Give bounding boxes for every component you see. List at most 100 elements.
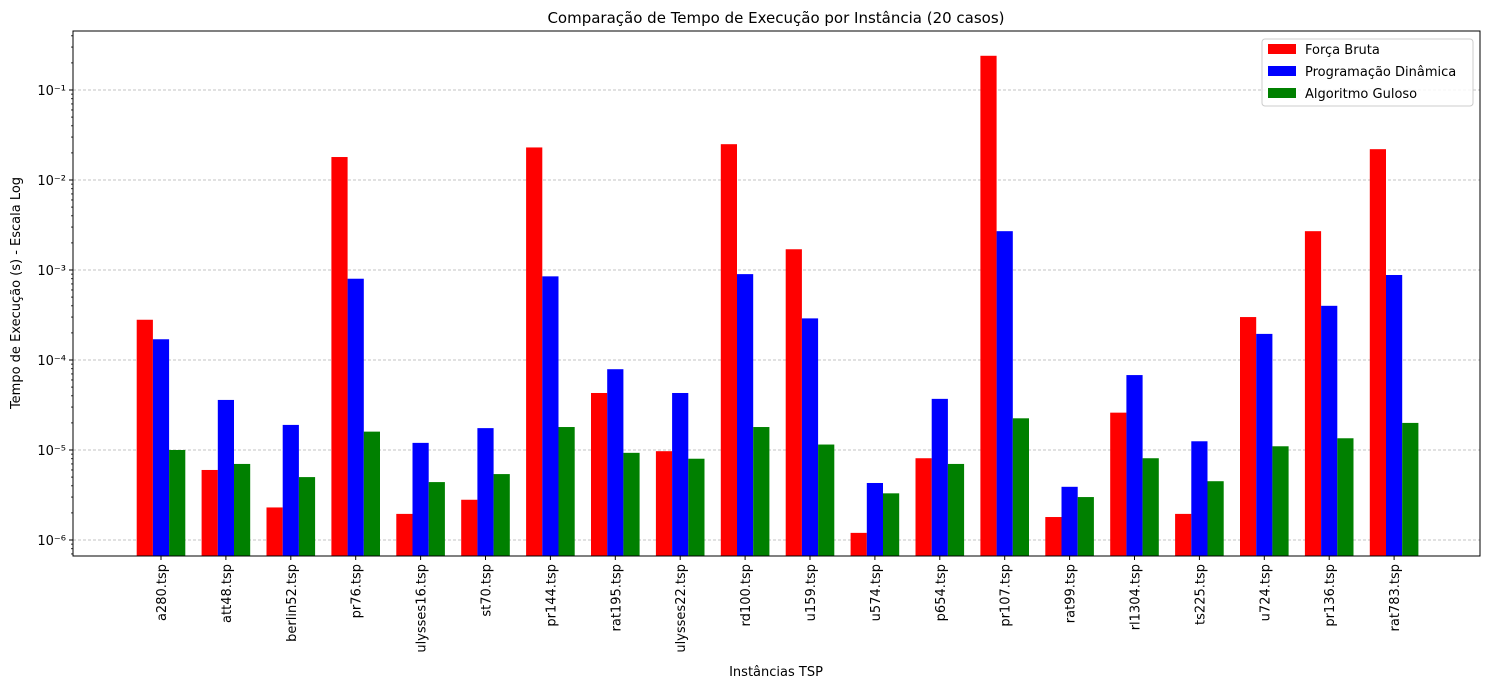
bar	[396, 513, 413, 556]
bar	[1304, 231, 1322, 557]
bar	[363, 431, 380, 556]
y-axis-label: Tempo de Execução (s) - Escala Log	[9, 177, 24, 410]
legend-label: Algoritmo Guloso	[1305, 87, 1417, 102]
bar	[201, 469, 218, 556]
x-tick-label: rat99.tsp	[1064, 564, 1079, 623]
y-tick-label: 10⁻²	[37, 174, 66, 189]
x-tick-label: pr107.tsp	[999, 564, 1014, 627]
bar	[1110, 412, 1127, 556]
bar	[947, 463, 965, 556]
bar	[1126, 375, 1143, 556]
x-tick-label: u574.tsp	[869, 564, 884, 621]
y-tick-label: 10⁻⁵	[37, 444, 66, 459]
bar	[169, 450, 186, 556]
y-tick-label: 10⁻⁴	[37, 354, 66, 369]
bar	[1321, 305, 1338, 556]
bar	[850, 532, 867, 556]
x-tick-label: ulysses16.tsp	[415, 564, 430, 653]
x-tick-label: p654.tsp	[934, 564, 949, 621]
x-tick-label: att48.tsp	[220, 564, 235, 623]
bar	[1402, 422, 1419, 556]
x-tick-label: u159.tsp	[804, 564, 819, 621]
bars	[136, 55, 1419, 557]
bar	[801, 318, 819, 556]
bar	[1337, 438, 1354, 556]
bar	[1386, 274, 1403, 556]
bar	[542, 276, 559, 556]
bar	[688, 458, 705, 556]
bar	[818, 444, 835, 556]
x-tick-label: ts225.tsp	[1193, 564, 1208, 625]
bar	[655, 451, 673, 556]
y-axis: 10⁻⁶ 10⁻⁵ 10⁻⁴ 10⁻³ 10⁻² 10⁻¹	[37, 35, 73, 555]
x-tick-label: rat783.tsp	[1388, 564, 1403, 631]
bar	[737, 274, 754, 556]
x-tick-label: st70.tsp	[480, 564, 495, 617]
bar	[1077, 497, 1094, 556]
bar	[412, 442, 429, 556]
bar	[915, 458, 932, 556]
bar	[526, 147, 543, 556]
plot-frame	[72, 30, 1481, 557]
bar	[1240, 317, 1257, 556]
bar	[672, 392, 689, 556]
bar	[1191, 441, 1208, 556]
bar	[493, 474, 510, 556]
x-tick-label: a280.tsp	[155, 564, 170, 621]
bar	[428, 482, 445, 556]
bar	[1061, 486, 1078, 556]
bar	[980, 55, 997, 557]
bar	[1256, 333, 1273, 556]
x-tick-label: pr136.tsp	[1323, 564, 1338, 627]
x-tick-label: pr76.tsp	[350, 564, 365, 618]
y-tick-label: 10⁻³	[37, 264, 66, 279]
x-axis: a280.tsp att48.tsp berlin52.tsp pr76.tsp uly…	[155, 556, 1403, 653]
y-tick-label: 10⁻¹	[37, 84, 66, 99]
bar	[1175, 513, 1192, 556]
bar	[623, 452, 640, 556]
bar	[607, 369, 624, 556]
bar	[282, 424, 299, 556]
y-tick-label: 10⁻⁶	[37, 534, 66, 549]
bar	[347, 278, 364, 556]
x-tick-label: ulysses22.tsp	[674, 564, 689, 653]
bar	[298, 477, 316, 556]
legend-box	[1261, 38, 1474, 107]
x-tick-label: rat195.tsp	[609, 564, 624, 631]
legend-label: Programação Dinâmica	[1305, 65, 1456, 80]
bar	[591, 392, 608, 556]
bar	[152, 339, 170, 556]
bar	[1012, 418, 1029, 556]
x-tick-label: berlin52.tsp	[285, 564, 300, 642]
legend-swatch	[1268, 88, 1296, 98]
bar	[234, 463, 251, 556]
legend-swatch	[1268, 44, 1296, 54]
bar	[266, 507, 283, 556]
bar	[1272, 446, 1289, 556]
x-tick-label: rl1304.tsp	[1129, 564, 1144, 630]
bar	[1207, 481, 1224, 556]
bar	[331, 157, 348, 557]
bar	[217, 399, 234, 556]
bar	[866, 482, 883, 556]
bar	[931, 398, 948, 556]
bar	[996, 231, 1013, 557]
x-axis-label: Instâncias TSP	[729, 665, 823, 680]
legend-swatch	[1268, 66, 1296, 76]
bar	[1142, 458, 1159, 556]
chart-title: Comparação de Tempo de Execução por Inst…	[547, 9, 1004, 27]
x-tick-label: u724.tsp	[1258, 564, 1273, 621]
bar	[461, 499, 478, 556]
bar	[1369, 149, 1386, 557]
bar	[720, 144, 737, 556]
x-tick-label: rd100.tsp	[739, 564, 754, 626]
bar	[558, 427, 575, 556]
legend-label: Força Bruta	[1305, 43, 1380, 58]
legend: Força Bruta Programação Dinâmica Algoritmo…	[1261, 38, 1474, 107]
bar	[1045, 517, 1062, 556]
bar	[136, 319, 153, 556]
bar	[883, 493, 900, 556]
bar	[477, 428, 494, 556]
x-tick-label: pr144.tsp	[544, 564, 559, 627]
